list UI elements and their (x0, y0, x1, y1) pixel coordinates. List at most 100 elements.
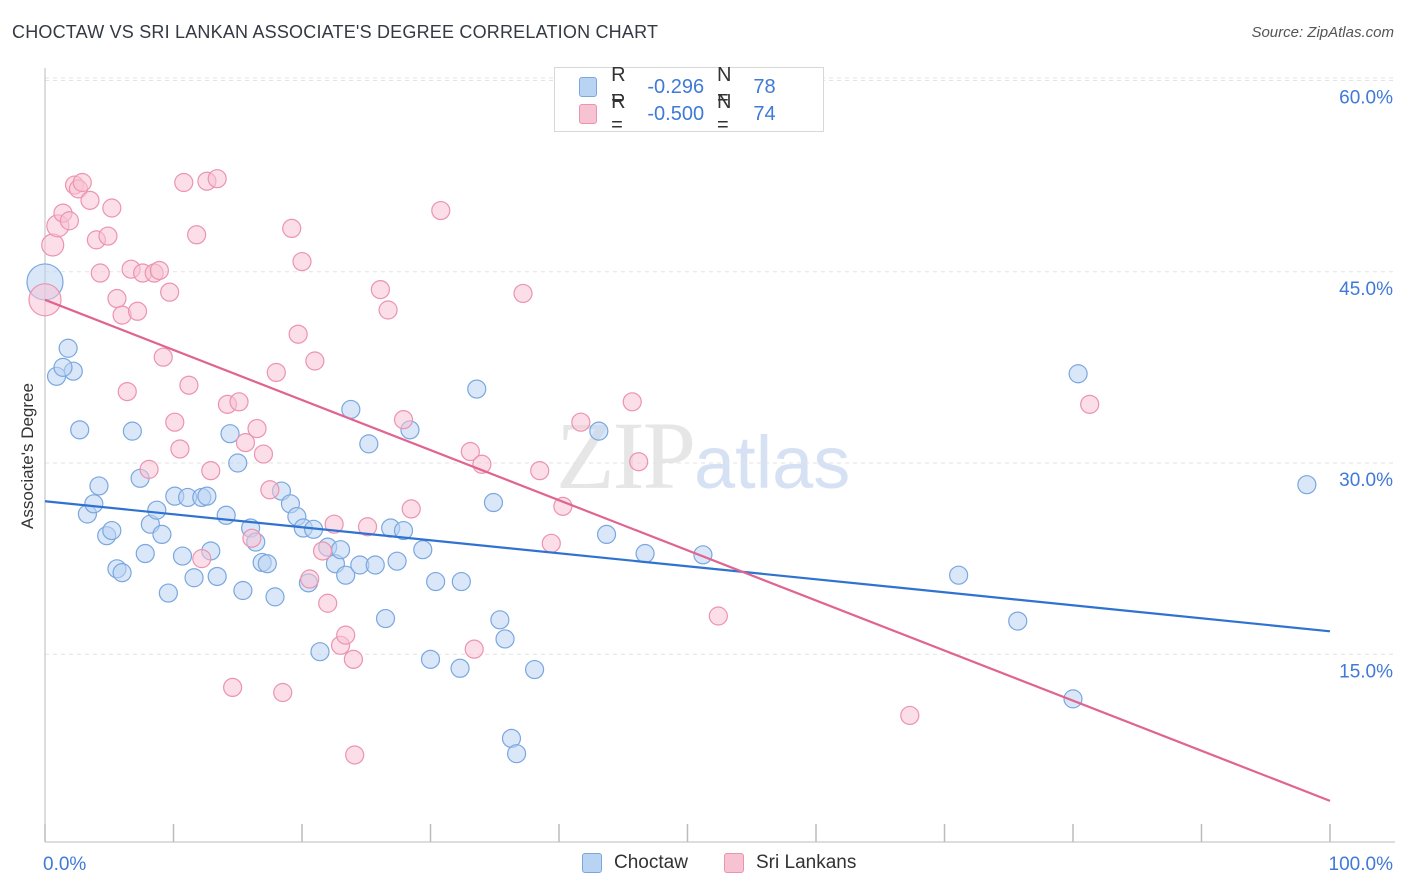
srilankan-point (378, 300, 398, 320)
srilankan-point (127, 301, 148, 321)
srilankan-point (288, 324, 308, 344)
legend-n-value-srilankan: 74 (753, 102, 776, 125)
srilankan-point (345, 745, 365, 765)
grid-layer (45, 77, 1395, 655)
y-tick-label: 30.0% (1339, 470, 1393, 491)
choctaw-point (589, 421, 609, 441)
choctaw-point (393, 520, 414, 541)
srilankan-point (247, 418, 267, 439)
y-tick-label: 15.0% (1339, 661, 1393, 682)
choctaw-point (135, 543, 155, 564)
series-legend: Choctaw Sri Lankans (0, 852, 1406, 878)
srilankan-point (170, 439, 190, 459)
srilankan-point (464, 639, 484, 659)
choctaw-point (265, 587, 285, 607)
choctaw-point (495, 629, 515, 649)
tick-label-layer: 15.0% 30.0% 45.0% 60.0% 0.0% 100.0% (43, 88, 1393, 876)
choctaw-point (233, 580, 253, 601)
srilankan-point (460, 441, 480, 462)
srilankan-point (571, 412, 591, 432)
choctaw-point (359, 434, 379, 454)
srilankan-point (370, 280, 390, 300)
srilankan-point (165, 412, 185, 432)
trend-layer (44, 298, 1331, 802)
choctaw-point (483, 492, 504, 513)
series-label-srilankan: Sri Lankans (756, 852, 857, 873)
srilankan-point (59, 211, 80, 231)
choctaw-point (336, 565, 356, 585)
choctaw-point (122, 421, 142, 441)
choctaw-point (257, 554, 277, 574)
srilankan-point (41, 233, 65, 257)
srilankan-point (431, 200, 451, 221)
srilankan-point (300, 569, 320, 589)
srilankan-point (266, 362, 286, 383)
chart-title: CHOCTAW VS SRI LANKAN ASSOCIATE'S DEGREE… (12, 22, 659, 42)
srilankan-point (242, 528, 262, 548)
srilankan-point (513, 283, 533, 304)
srilankan-point (318, 593, 338, 613)
choctaw-point (89, 476, 109, 496)
legend-n-label: N = (717, 64, 732, 109)
choctaw-point (53, 357, 73, 377)
choctaw-point (693, 545, 713, 565)
legend-n-value-choctaw: 78 (753, 75, 776, 98)
choctaw-point (524, 659, 545, 680)
srilankan-point (253, 444, 274, 464)
choctaw-point (310, 642, 330, 662)
choctaw-point (490, 610, 510, 630)
choctaw-point (949, 565, 969, 585)
srilankan-point (117, 382, 137, 402)
srilankan-point (357, 517, 378, 537)
choctaw-point (450, 658, 470, 678)
choctaw-point (1068, 364, 1088, 384)
srilankan-point (235, 433, 256, 453)
choctaw-point (1008, 611, 1028, 631)
choctaw-point (112, 563, 132, 583)
srilankan-point (541, 533, 561, 553)
srilankan-point (187, 225, 207, 245)
srilankan-point (90, 263, 110, 283)
choctaw-point (1297, 475, 1317, 495)
choctaw-point (220, 424, 240, 444)
srilankan-point (292, 251, 312, 272)
srilankan-point (336, 625, 356, 645)
srilankan-point (1080, 394, 1100, 414)
legend-n-label: N = (717, 91, 732, 136)
srilankan-point (229, 392, 249, 412)
choctaw-point (207, 566, 227, 587)
srilankan-point (530, 461, 550, 481)
legend-swatch-srilankan (579, 104, 598, 124)
points-layer (26, 169, 1317, 765)
correlation-legend: R = -0.296 N = 78 R = -0.500 N = 74 (554, 64, 824, 136)
srilankan-point (273, 682, 293, 703)
srilankan-point (174, 172, 194, 193)
choctaw-point (58, 338, 78, 358)
choctaw-point (596, 524, 617, 545)
choctaw-point (70, 420, 90, 440)
srilankan-point (223, 677, 243, 698)
y-tick-label: 45.0% (1339, 279, 1393, 300)
choctaw-point (375, 608, 396, 629)
legend-r-value-srilankan: -0.500 (647, 102, 705, 125)
srilankan-trend-line (44, 298, 1331, 802)
series-swatch-srilankan (724, 853, 744, 873)
srilankan-point (312, 541, 333, 561)
y-tick-label: 60.0% (1339, 88, 1393, 109)
legend-row-srilankan: R = -0.500 N = 74 (579, 91, 823, 136)
srilankan-point (98, 226, 118, 246)
choctaw-point (216, 505, 236, 525)
srilankan-point (708, 606, 728, 626)
srilankan-point (149, 260, 169, 281)
srilankan-point (305, 351, 325, 371)
srilankan-point (80, 190, 100, 210)
choctaw-point (147, 500, 167, 520)
legend-r-label: R = (611, 64, 626, 109)
choctaw-point (420, 649, 441, 669)
legend-row-choctaw: R = -0.296 N = 78 (579, 64, 823, 109)
srilankan-point (324, 514, 344, 534)
choctaw-point (413, 540, 433, 560)
choctaw-point (451, 571, 471, 592)
srilankan-point (201, 461, 221, 481)
choctaw-point (365, 555, 385, 575)
